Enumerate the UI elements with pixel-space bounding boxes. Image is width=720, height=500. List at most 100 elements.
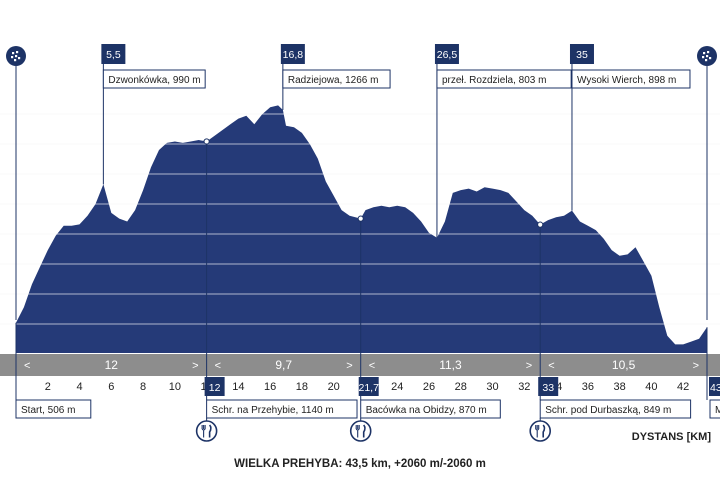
segment-distance-label: 10,5 (612, 358, 636, 372)
flag-check (707, 51, 710, 54)
bottom-marker-label: Start, 506 m (21, 405, 75, 416)
bottom-marker-label: M (715, 405, 720, 416)
flag-check (18, 57, 21, 60)
x-tick-label: 26 (423, 381, 435, 393)
x-tick-label: 30 (486, 381, 498, 393)
x-tick-label: 18 (296, 381, 308, 393)
segment-arrow-right: > (526, 360, 532, 372)
bottom-marker-km-label: 12 (209, 382, 221, 394)
x-tick-label: 10 (169, 381, 181, 393)
x-tick-label: 32 (518, 381, 530, 393)
food-icon (529, 420, 552, 442)
food-icon-ring (195, 420, 218, 442)
flag-check (12, 52, 15, 55)
x-tick-label: 40 (645, 381, 657, 393)
segment-distance-label: 11,3 (439, 358, 462, 372)
bottom-marker-label-box (539, 399, 692, 419)
bottom-marker-label-box (206, 399, 358, 419)
segment-arrow-right: > (346, 360, 352, 372)
top-marker-label-box (571, 69, 691, 89)
segment-arrow-left: < (369, 360, 375, 372)
segment-arrow-left: < (24, 360, 30, 372)
bottom-marker-label-box (15, 399, 92, 419)
segment-distance-label: 9,7 (275, 358, 292, 372)
fork-shape (535, 425, 540, 438)
segment-arrow-right: > (693, 360, 699, 372)
x-tick-label: 6 (108, 381, 114, 393)
bottom-marker-label: Schr. na Przehybie, 1140 m (212, 405, 334, 416)
flag-check (706, 55, 709, 58)
bottom-marker-km-label: 33 (542, 382, 554, 394)
elevation-area (16, 105, 707, 354)
x-tick-label: 8 (140, 381, 146, 393)
top-marker-km-label: 35 (576, 49, 588, 61)
flag-check (11, 56, 14, 59)
fork-shape (201, 425, 206, 438)
food-icon-ring (349, 420, 372, 442)
food-icon-ring (529, 420, 552, 442)
x-tick-label: 4 (76, 381, 82, 393)
checkpoint-dot (203, 138, 210, 145)
top-marker-km-badge (434, 44, 459, 64)
flag-check (14, 59, 17, 62)
top-marker-label-box (102, 69, 206, 89)
food-icon (195, 420, 218, 442)
top-marker-label: Dzwonkówka, 990 m (108, 75, 200, 86)
bottom-marker-label: Schr. pod Durbaszką, 849 m (545, 405, 671, 416)
fork-shape (355, 425, 360, 438)
x-tick-label: 28 (455, 381, 467, 393)
bottom-marker-label: Bacówka na Obidzy, 870 m (366, 405, 487, 416)
flag-check (702, 56, 705, 59)
knife-shape (362, 424, 366, 438)
top-marker-label: Wysoki Wierch, 898 m (577, 75, 676, 86)
bottom-marker-km-badge (709, 377, 720, 396)
segment-arrow-right: > (192, 360, 198, 372)
start-flag-icon (6, 46, 26, 320)
bottom-marker-km-badge (204, 377, 225, 396)
x-tick-label: 16 (264, 381, 276, 393)
bottom-marker-label-box (360, 399, 501, 419)
knife-shape (542, 424, 546, 438)
top-marker-km-label: 16,8 (283, 49, 304, 61)
x-tick-label: 14 (232, 381, 244, 393)
top-marker-label-box (436, 69, 572, 89)
knife-shape (208, 424, 212, 438)
flag-check (709, 57, 712, 60)
top-marker-km-badge (101, 44, 126, 64)
gridlines (0, 113, 720, 325)
x-tick-label: 36 (582, 381, 594, 393)
bottom-marker-label-box (709, 399, 720, 419)
segment-distance-bar: < >12 < >9,7 < >11,3 < >10,5 (0, 354, 720, 376)
flag-check (16, 51, 19, 54)
top-marker-km-label: 5,5 (106, 49, 121, 61)
chart-title: WIELKA PREHYBA: 43,5 km, +2060 m/-2060 m (234, 458, 486, 470)
bottom-marker-km-label: 21,7 (358, 382, 379, 394)
markers: 5,5 Dzwonkówka, 990 m 16,8 Radziejowa, 1266… (6, 44, 720, 442)
bottom-marker-km-badge (538, 377, 559, 396)
top-marker-label-box (282, 69, 391, 89)
bottom-marker-km-badge (358, 377, 379, 396)
x-tick-label: 24 (391, 381, 403, 393)
segment-arrow-left: < (548, 360, 554, 372)
top-marker-label: przeł. Rozdziela, 803 m (442, 75, 546, 86)
flag-check (15, 55, 18, 58)
segment-arrow-left: < (215, 360, 221, 372)
x-tick-label: 42 (677, 381, 689, 393)
x-axis-label: DYSTANS [KM] (632, 431, 712, 443)
finish-flag-icon (697, 46, 717, 320)
x-tick-label: 2 (45, 381, 51, 393)
checkpoint-dot (537, 221, 544, 228)
top-marker-km-badge (569, 44, 594, 64)
top-marker-km-label: 26,5 (437, 49, 458, 61)
bottom-marker-km-label: 43 (710, 382, 720, 394)
flag-check (705, 59, 708, 62)
food-icon (349, 420, 372, 442)
checkpoint-dot (357, 215, 364, 222)
top-marker-label: Radziejowa, 1266 m (288, 75, 379, 86)
flag-check (703, 52, 706, 55)
x-tick-label: 38 (614, 381, 626, 393)
segment-distance-label: 12 (105, 358, 119, 372)
top-marker-km-badge (280, 44, 305, 64)
x-tick-label: 20 (328, 381, 340, 393)
